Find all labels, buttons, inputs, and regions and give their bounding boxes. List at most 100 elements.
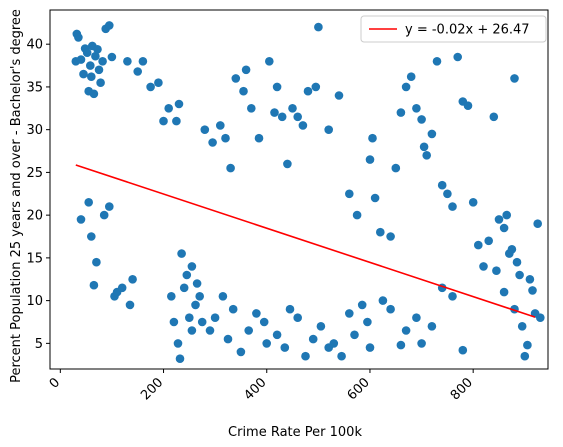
data-point — [293, 112, 303, 122]
x-tick-label: 0 — [47, 375, 63, 391]
data-point — [167, 292, 176, 301]
data-point — [502, 210, 512, 220]
data-point — [427, 322, 437, 331]
data-point — [443, 189, 452, 199]
data-point — [463, 101, 473, 110]
data-point — [337, 351, 346, 361]
data-point — [241, 65, 251, 75]
data-point — [89, 280, 99, 290]
data-point — [221, 133, 230, 143]
y-tick-label: 25 — [26, 166, 43, 181]
data-point — [396, 340, 406, 350]
x-axis-label: Crime Rate Per 100k — [228, 425, 362, 440]
legend-box — [360, 15, 547, 43]
data-point — [94, 65, 104, 75]
data-point — [334, 91, 344, 100]
regression-line — [75, 164, 536, 318]
data-point — [208, 138, 217, 147]
y-tick-label: 5 — [35, 337, 43, 352]
data-point — [191, 300, 200, 310]
data-point — [96, 78, 105, 87]
data-point — [301, 351, 310, 361]
data-point — [515, 270, 524, 280]
data-point — [205, 326, 215, 335]
data-point — [417, 339, 426, 348]
data-point — [419, 142, 429, 152]
data-point — [303, 86, 313, 96]
data-point — [252, 309, 261, 318]
data-point — [228, 304, 238, 314]
data-point — [352, 210, 362, 220]
data-point — [507, 245, 517, 254]
data-point — [386, 304, 395, 314]
data-point — [200, 125, 210, 134]
data-point — [87, 72, 96, 81]
data-point — [89, 89, 99, 99]
data-point — [86, 61, 95, 70]
data-point — [314, 22, 323, 32]
data-point — [512, 257, 522, 267]
data-point — [448, 202, 457, 211]
y-axis-label: Percent Population 25 years and over - B… — [9, 9, 24, 383]
data-point — [175, 354, 185, 364]
data-point — [265, 57, 274, 66]
data-point — [386, 232, 395, 241]
data-point — [223, 334, 233, 344]
data-point — [365, 343, 375, 352]
data-point — [187, 262, 197, 271]
data-point — [412, 313, 421, 323]
data-point — [499, 223, 509, 233]
data-point — [357, 300, 367, 310]
data-point — [99, 210, 109, 220]
data-point — [185, 313, 194, 323]
data-point — [283, 159, 292, 169]
x-tick-label: 200 — [138, 375, 166, 403]
data-point — [368, 133, 377, 143]
data-point — [117, 283, 127, 293]
data-points — [71, 21, 545, 364]
data-point — [74, 33, 83, 42]
data-point — [231, 74, 241, 83]
data-point — [92, 257, 101, 267]
data-point — [489, 112, 499, 122]
data-point — [244, 326, 253, 335]
data-point — [453, 52, 463, 62]
data-point — [91, 51, 100, 61]
y-tick-label: 40 — [26, 38, 43, 53]
data-point — [128, 275, 137, 284]
data-point — [523, 340, 532, 350]
data-point — [182, 270, 192, 280]
data-point — [76, 55, 86, 64]
y-tick-label: 30 — [26, 123, 43, 138]
data-point — [363, 317, 372, 327]
data-point — [76, 215, 86, 224]
data-point — [177, 249, 186, 258]
data-point — [288, 104, 297, 113]
data-point — [517, 322, 527, 331]
data-point — [499, 287, 509, 297]
data-point — [533, 219, 542, 228]
data-point — [154, 78, 163, 87]
data-point — [324, 343, 334, 352]
legend-label: y = -0.02x + 26.47 — [405, 23, 530, 38]
data-point — [174, 99, 184, 109]
data-point — [311, 82, 321, 92]
data-point — [365, 155, 375, 164]
data-point — [216, 121, 225, 130]
data-point — [159, 116, 168, 126]
data-point — [396, 108, 406, 117]
y-tick-label: 15 — [26, 251, 43, 266]
data-point — [324, 125, 334, 134]
data-point — [195, 292, 204, 301]
data-point — [272, 330, 282, 340]
data-point — [417, 115, 426, 124]
data-point — [280, 343, 290, 352]
data-point — [179, 283, 189, 293]
data-point — [401, 326, 411, 335]
data-point — [105, 21, 114, 30]
data-point — [146, 82, 155, 92]
y-tick-label: 35 — [26, 80, 43, 95]
data-point — [93, 45, 102, 54]
y-tick-label: 10 — [26, 294, 43, 309]
x-tick-label: 800 — [448, 375, 476, 403]
